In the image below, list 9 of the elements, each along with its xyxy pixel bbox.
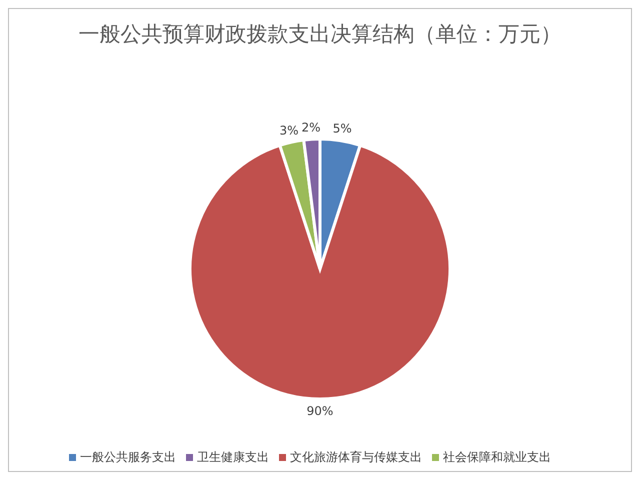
data-label: 5% — [332, 122, 352, 136]
data-label: 90% — [306, 404, 334, 418]
legend-label: 社会保障和就业支出 — [443, 450, 551, 464]
data-label: 3% — [280, 123, 299, 138]
legend-label: 卫生健康支出 — [197, 450, 269, 464]
legend-label: 一般公共服务支出 — [80, 450, 176, 464]
data-label: 2% — [302, 120, 321, 134]
chart-title: 一般公共预算财政拨款支出决算结构（单位：万元） — [78, 21, 562, 48]
legend-label: 文化旅游体育与传媒支出 — [290, 450, 422, 464]
